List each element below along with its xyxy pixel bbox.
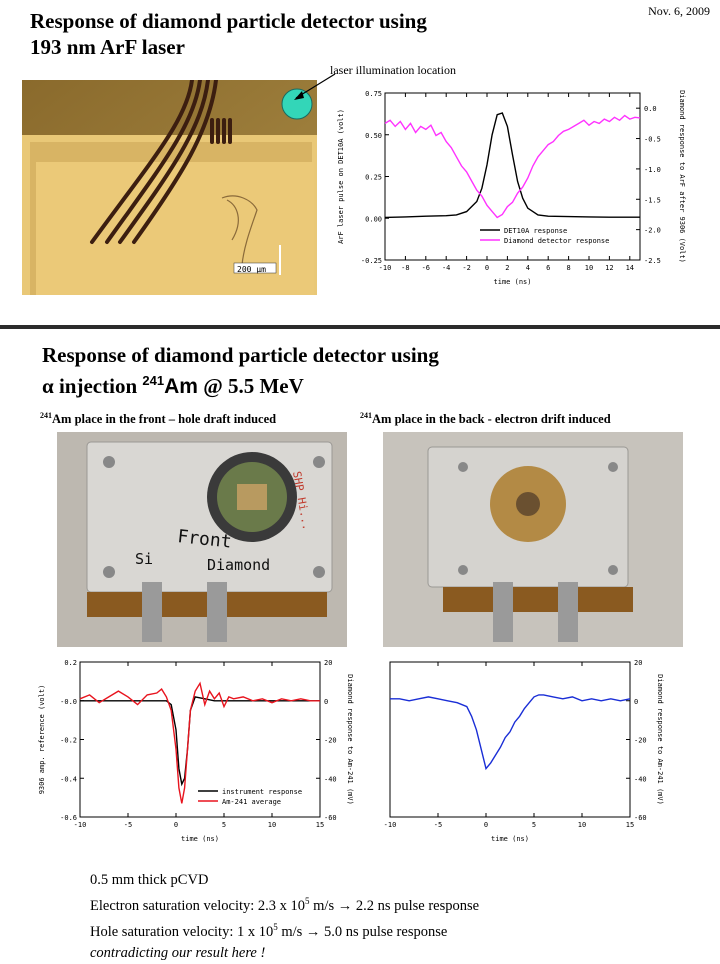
- x-tick-label: -4: [442, 264, 450, 272]
- plot-frame: [384, 92, 641, 261]
- notes: 0.5 mm thick pCVD Electron saturation ve…: [90, 870, 479, 964]
- y-axis-label: 9306 amp. reference (volt): [38, 685, 46, 795]
- legend-label: DET10A response: [504, 227, 567, 235]
- x-tick-label: 12: [605, 264, 613, 272]
- x-tick-label: 15: [316, 821, 324, 829]
- x-tick-label: 15: [626, 821, 634, 829]
- x-tick-label: 0: [485, 264, 489, 272]
- x-tick-label: -10: [384, 821, 397, 829]
- y-tick-label: 0.50: [365, 132, 382, 140]
- plot-frame: [389, 661, 631, 818]
- section2-title: Response of diamond particle detector us…: [42, 342, 439, 400]
- x-tick-label: 5: [532, 821, 536, 829]
- label-si: Si: [135, 550, 153, 568]
- callout-arrow: [294, 73, 336, 100]
- caption-front: 241Am place in the front – hole draft in…: [40, 411, 277, 427]
- y2-axis-label: Diamond response to ArF after 9306 (Volt…: [678, 90, 686, 263]
- y2-tick-label: -40: [324, 775, 337, 783]
- date-label: Nov. 6, 2009: [648, 4, 710, 18]
- y-tick-label: -0.2: [60, 737, 77, 745]
- am-back-chart: -10 -5 0 5 10 15 20 0 -20 -40 -60 time (ns) Diamond …: [384, 659, 664, 843]
- y2-tick-label: -40: [634, 775, 647, 783]
- arf-laser-chart: -10 -8 -6 -4 -2 0 2 4 6 8 10 12 14 0.75 0.50 0.25 0.00 -0…: [337, 90, 686, 286]
- y-axis-label: ArF laser pulse on DET10A (volt): [337, 109, 345, 244]
- y2-tick-label: -1.0: [644, 166, 661, 174]
- detector-photo-front: Front Si Diamond SHP Hi...: [57, 432, 347, 647]
- x-tick-label: 10: [268, 821, 276, 829]
- laser-callout-label: laser illumination location: [330, 63, 456, 77]
- y2-tick-label: -0.5: [644, 136, 661, 144]
- caption-back: 241Am place in the back - electron drift…: [360, 411, 611, 427]
- series-line-1: [384, 112, 640, 219]
- x-tick-label: -10: [379, 264, 392, 272]
- x-tick-label: 0: [484, 821, 488, 829]
- x-tick-label: 10: [578, 821, 586, 829]
- x-axis-label: time (ns): [491, 835, 529, 843]
- x-tick-label: -5: [124, 821, 132, 829]
- y2-axis-label: Diamond response to Am-241 (mV): [346, 674, 354, 805]
- y2-tick-label: -20: [324, 737, 337, 745]
- note-hole: Hole saturation velocity: 1 x 105 m/s → …: [90, 921, 448, 940]
- y2-tick-label: -2.5: [644, 257, 661, 265]
- x-tick-label: -8: [401, 264, 409, 272]
- y2-tick-label: 0: [634, 698, 638, 706]
- y-tick-label: 0.00: [365, 215, 382, 223]
- x-axis-label: time (ns): [181, 835, 219, 843]
- y2-tick-label: 20: [324, 659, 332, 667]
- page-title: Response of diamond particle detector us…: [30, 8, 427, 60]
- legend-label: Am-241 average: [222, 798, 281, 806]
- x-tick-label: 10: [585, 264, 593, 272]
- scale-bar-label: 200 μm: [237, 265, 266, 274]
- y2-tick-label: 0: [324, 698, 328, 706]
- y2-tick-label: -1.5: [644, 196, 661, 204]
- note-thickness: 0.5 mm thick pCVD: [90, 872, 209, 888]
- series-line-1: [80, 696, 320, 787]
- detector-micrograph: 200 μm: [22, 80, 317, 295]
- x-axis-label: time (ns): [494, 278, 532, 286]
- y-tick-label: 0.25: [365, 174, 382, 182]
- x-tick-label: -6: [422, 264, 430, 272]
- x-tick-label: 0: [174, 821, 178, 829]
- x-tick-label: -5: [434, 821, 442, 829]
- y-tick-label: 0.75: [365, 90, 382, 98]
- detector-photo-back: [383, 432, 683, 647]
- series-line-2: [79, 681, 320, 804]
- y-tick-label: -0.0: [60, 698, 77, 706]
- x-tick-label: -2: [462, 264, 470, 272]
- laser-spot-marker: [281, 88, 313, 120]
- x-tick-label: 8: [566, 264, 570, 272]
- x-tick-label: 6: [546, 264, 550, 272]
- title-line-1: Response of diamond particle detector us…: [30, 9, 427, 33]
- series-line-2: [384, 114, 641, 219]
- y2-tick-label: 20: [634, 659, 642, 667]
- x-tick-label: -10: [74, 821, 87, 829]
- y2-tick-label: -60: [324, 814, 337, 822]
- x-tick-label: 4: [526, 264, 530, 272]
- y2-axis-label: Diamond response to Am-241 (mV): [656, 674, 664, 805]
- y-tick-label: -0.6: [60, 814, 77, 822]
- y2-tick-label: -2.0: [644, 227, 661, 235]
- series-line-1: [390, 694, 631, 771]
- section-divider: [0, 325, 720, 329]
- label-diamond: Diamond: [207, 556, 270, 574]
- legend-label: instrument response: [222, 788, 302, 796]
- am-front-chart: -10 -5 0 5 10 15 0.2 -0.0 -0.2 -0.4 -0.6 20 0 -20 -40 -…: [38, 659, 354, 843]
- x-tick-label: 2: [505, 264, 509, 272]
- y2-tick-label: -60: [634, 814, 647, 822]
- section2-title-line-1: Response of diamond particle detector us…: [42, 343, 439, 367]
- legend-label: Diamond detector response: [504, 237, 609, 245]
- y2-tick-label: -20: [634, 737, 647, 745]
- x-tick-label: 5: [222, 821, 226, 829]
- x-tick-label: 14: [626, 264, 634, 272]
- y-tick-label: 0.2: [64, 659, 77, 667]
- y-tick-label: -0.25: [361, 257, 382, 265]
- y-tick-label: -0.4: [60, 775, 77, 783]
- title-line-2: 193 nm ArF laser: [30, 35, 185, 59]
- note-contradiction: contradicting our result here !: [90, 944, 266, 961]
- section2-title-line-2: α injection 241Am @ 5.5 MeV: [42, 373, 304, 398]
- note-electron: Electron saturation velocity: 2.3 x 105 …: [90, 896, 480, 914]
- y2-tick-label: 0.0: [644, 105, 657, 113]
